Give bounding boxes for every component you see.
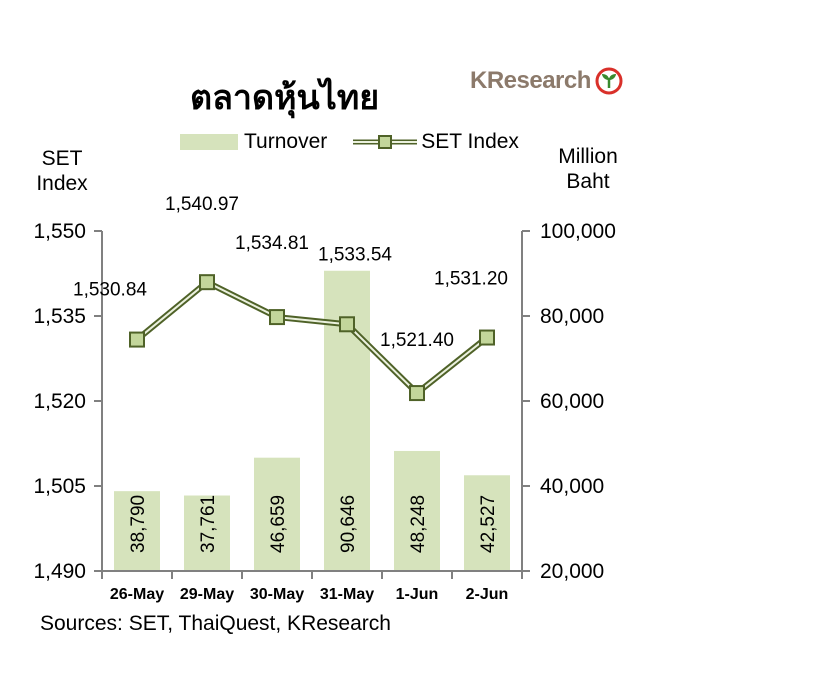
right-axis-tick-label: 40,000 <box>540 475 604 498</box>
turnover-bar-label: 48,248 <box>408 495 429 553</box>
left-axis-title-line1: SET <box>41 147 83 170</box>
turnover-bar <box>394 450 440 571</box>
left-axis-title-line2: Index <box>36 172 88 195</box>
set-index-marker <box>409 385 425 402</box>
left-axis-tick-label: 1,490 <box>33 560 86 583</box>
legend-line-swatch <box>353 135 418 149</box>
set-index-marker <box>269 309 285 326</box>
x-axis-tick-label: 30-May <box>250 586 304 603</box>
right-axis-tick-label: 80,000 <box>540 305 604 328</box>
legend-bar-swatch <box>180 134 238 150</box>
turnover-bar-label: 42,527 <box>478 495 499 553</box>
legend-label-turnover: Turnover <box>244 130 328 153</box>
turnover-bar-label: 90,646 <box>338 495 359 553</box>
left-axis-tick-label: 1,520 <box>33 390 86 413</box>
left-axis-tick-label: 1,550 <box>33 220 86 243</box>
turnover-bar-label: 37,761 <box>198 495 219 553</box>
x-axis-tick-label: 2-Jun <box>466 586 509 603</box>
turnover-bar <box>254 457 300 571</box>
set-index-marker <box>479 329 495 346</box>
set-index-point-label: 1,534.81 <box>235 233 309 254</box>
kresearch-logo: KResearch <box>470 64 623 98</box>
right-axis-tick-label: 20,000 <box>540 560 604 583</box>
x-axis-tick-label: 31-May <box>320 586 374 603</box>
turnover-bar <box>114 491 160 571</box>
set-index-point-label: 1,533.54 <box>318 244 392 265</box>
turnover-bar <box>184 495 230 571</box>
right-axis-title-line2: Baht <box>566 170 610 193</box>
set-index-line-highlight <box>136 281 488 395</box>
source-note: Sources: SET, ThaiQuest, KResearch <box>40 612 391 635</box>
kasikorn-leaf-icon <box>595 67 623 95</box>
x-axis-tick-label: 26-May <box>110 586 164 603</box>
set-index-point-label: 1,540.97 <box>165 194 239 215</box>
x-axis-tick-label: 29-May <box>180 586 234 603</box>
turnover-bar <box>464 475 510 571</box>
legend-label-set-index: SET Index <box>421 130 519 153</box>
set-index-point-label: 1,530.84 <box>73 280 147 301</box>
set-index-marker <box>129 331 145 348</box>
set-index-point-label: 1,521.40 <box>380 330 454 351</box>
left-axis-tick-label: 1,505 <box>33 475 86 498</box>
chart-title: ตลาดหุ้นไทย <box>190 78 380 118</box>
set-index-marker <box>199 274 215 291</box>
turnover-bar-label: 46,659 <box>268 495 289 553</box>
logo-text: KResearch <box>470 67 591 94</box>
set-index-point-label: 1,531.20 <box>434 269 508 290</box>
right-axis-title-line1: Million <box>558 145 618 168</box>
set-index-marker <box>339 316 355 333</box>
chart-legend: Turnover SET Index <box>180 130 519 154</box>
right-axis-tick-label: 60,000 <box>540 390 604 413</box>
left-axis-tick-label: 1,535 <box>33 305 86 328</box>
right-axis-tick-label: 100,000 <box>540 220 616 243</box>
right-axis-title: Million Baht <box>548 144 628 194</box>
left-axis-title: SET Index <box>28 146 96 196</box>
x-axis-tick-label: 1-Jun <box>396 586 439 603</box>
turnover-bar-label: 38,790 <box>128 495 149 553</box>
legend-item-set-index: SET Index <box>327 130 519 154</box>
legend-item-turnover: Turnover <box>180 130 327 154</box>
